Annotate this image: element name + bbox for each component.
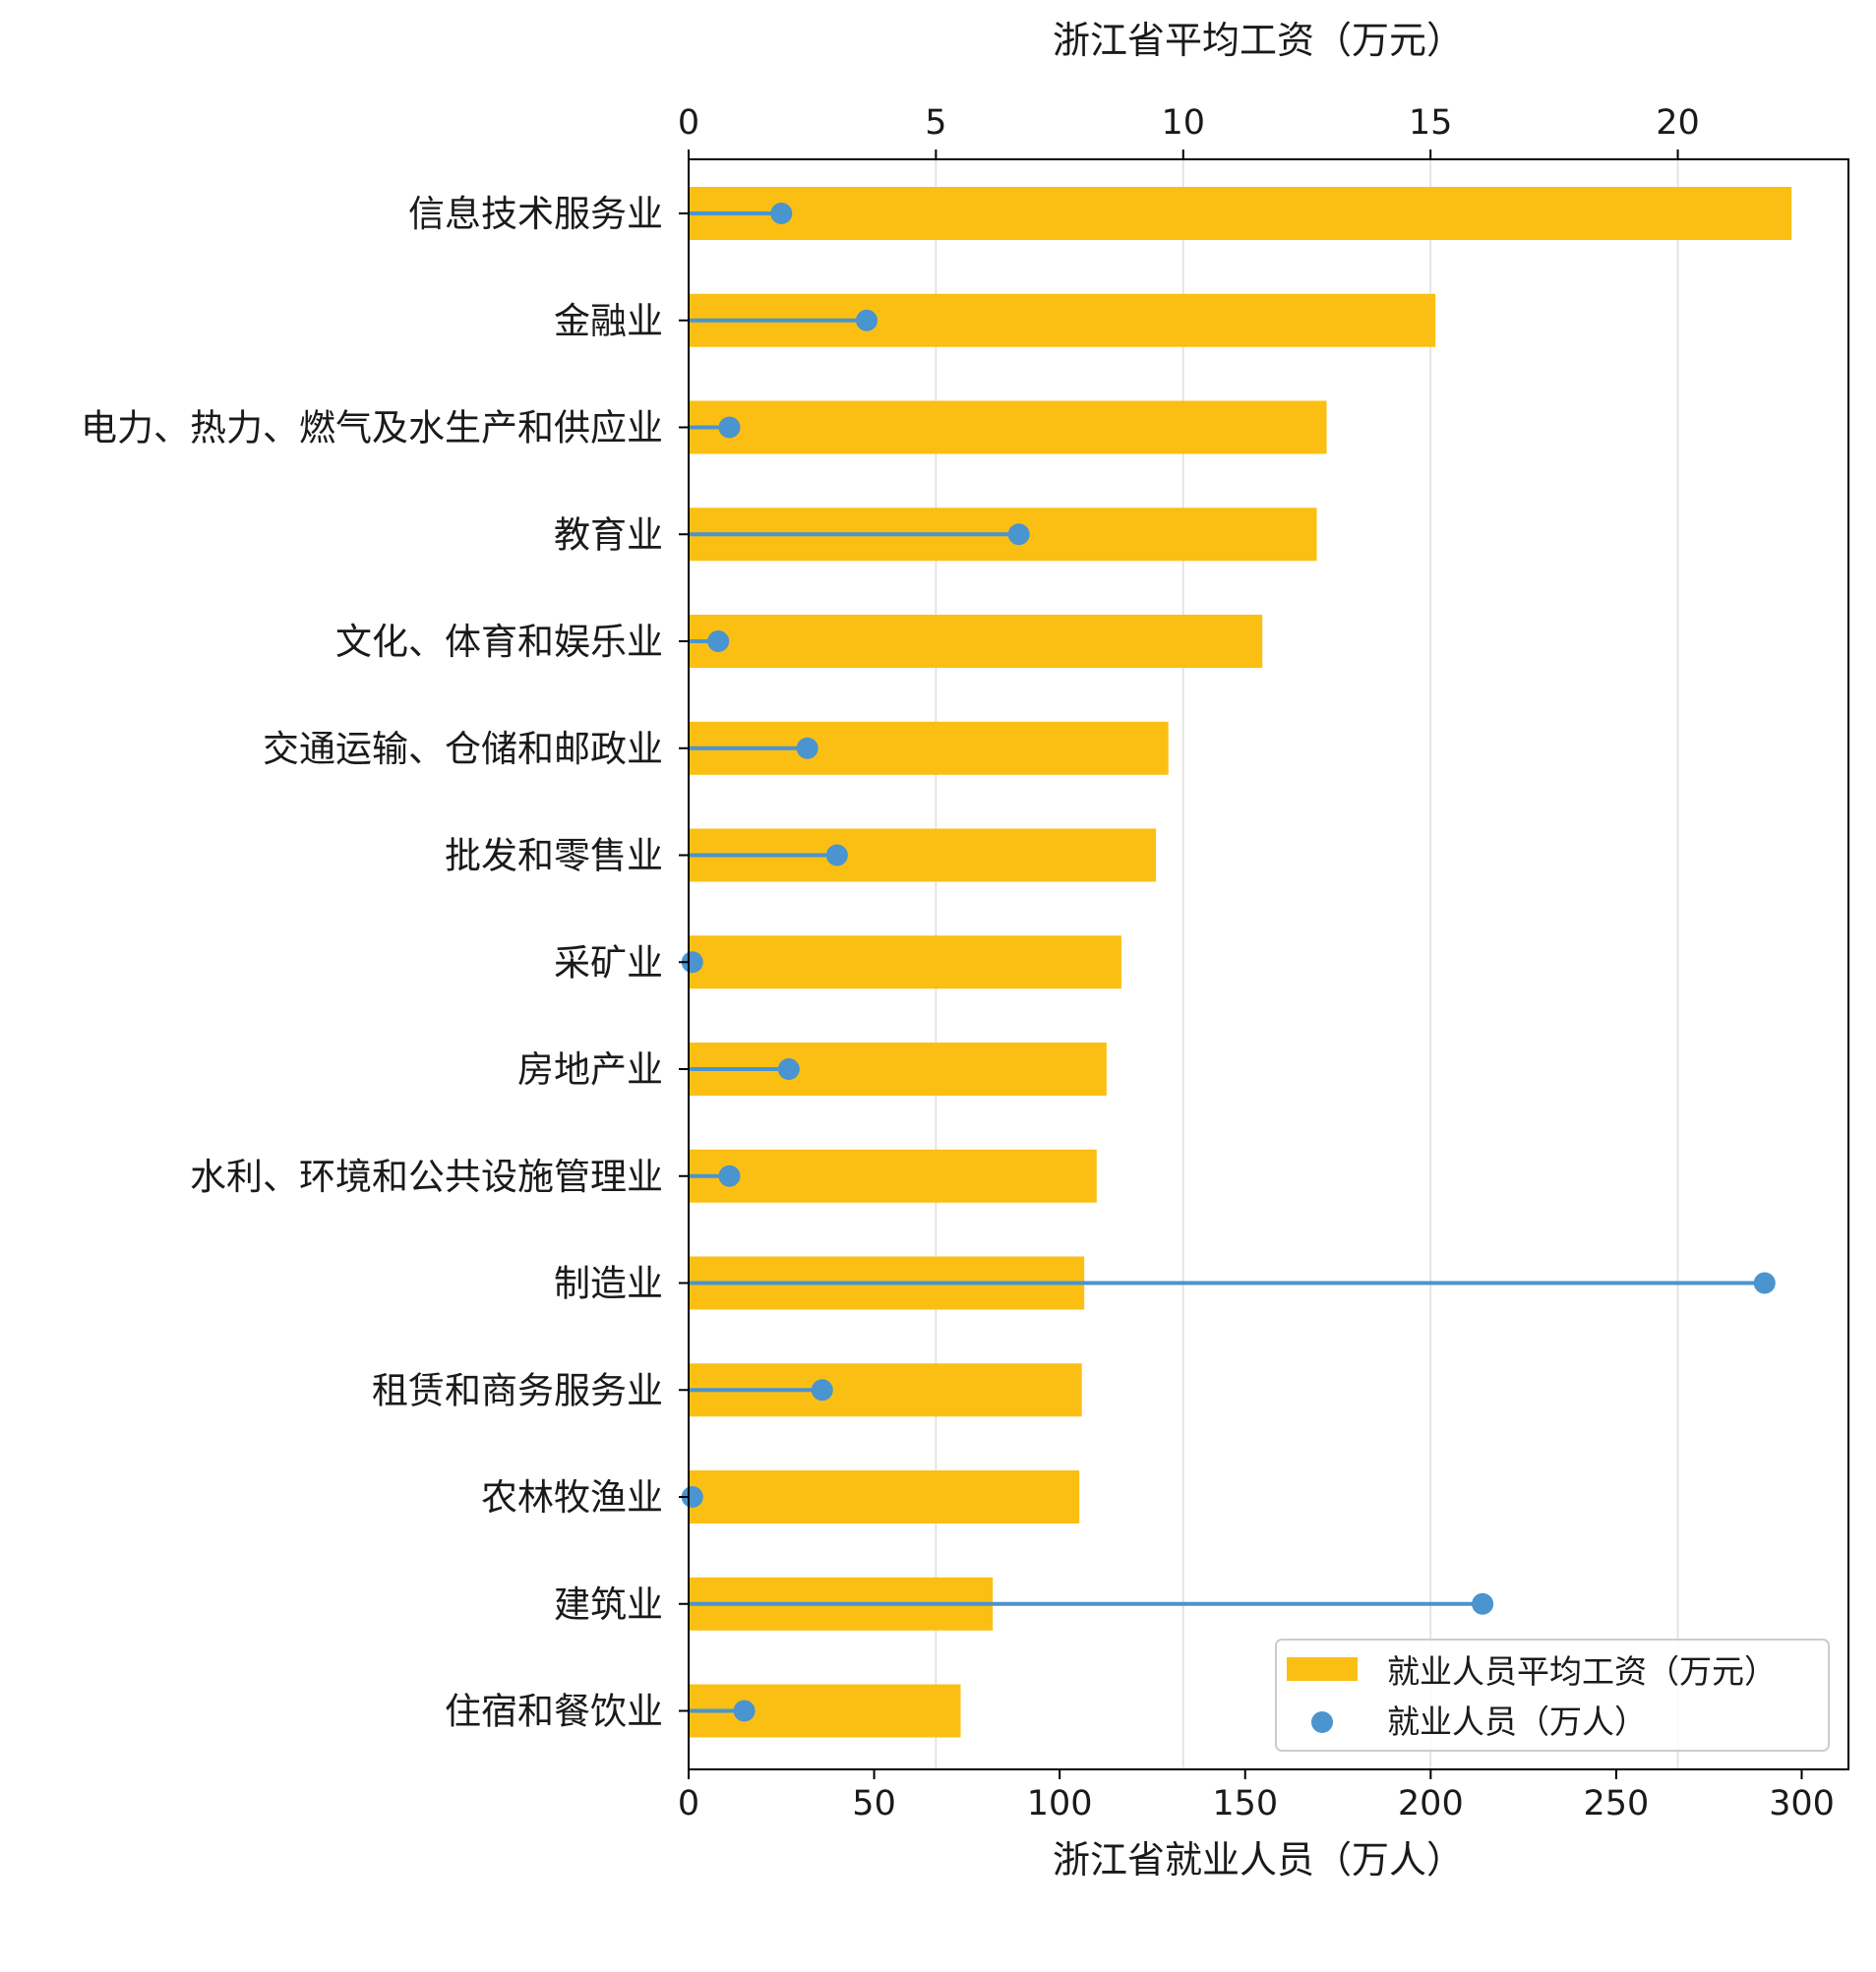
legend-swatch-dot xyxy=(1311,1711,1333,1733)
category-label: 农林牧渔业 xyxy=(481,1476,663,1519)
employment-point xyxy=(681,951,703,974)
salary-bar xyxy=(689,187,1792,240)
employment-point xyxy=(1753,1272,1776,1294)
category-label: 电力、热力、燃气及水生产和供应业 xyxy=(81,407,663,449)
category-label: 建筑业 xyxy=(554,1584,663,1626)
bar-series xyxy=(689,187,1792,1738)
employment-point xyxy=(770,203,793,224)
employment-point xyxy=(777,1058,800,1080)
employment-point xyxy=(681,1486,703,1508)
salary-bar xyxy=(689,400,1327,454)
employment-point xyxy=(718,416,741,439)
salary-bar xyxy=(689,1149,1097,1203)
top-axis-tick-label: 20 xyxy=(1656,103,1700,143)
bottom-axis-tick-label: 250 xyxy=(1583,1784,1649,1823)
plot-frame xyxy=(688,158,1849,1770)
top-axis-tick-label: 15 xyxy=(1409,103,1453,143)
employment-point xyxy=(796,737,818,759)
bottom-axis-tick-label: 150 xyxy=(1212,1784,1278,1823)
category-label: 水利、环境和公共设施管理业 xyxy=(190,1156,663,1198)
bottom-axis-tick-label: 50 xyxy=(852,1784,896,1823)
salary-bar xyxy=(689,935,1121,989)
bottom-axis-tick-label: 300 xyxy=(1769,1784,1835,1823)
category-label: 住宿和餐饮业 xyxy=(445,1691,663,1733)
lollipop-series xyxy=(681,203,1776,1722)
legend-frame xyxy=(1275,1639,1830,1752)
category-label: 文化、体育和娱乐业 xyxy=(335,621,663,663)
employment-point xyxy=(707,630,730,652)
top-axis-tick-label: 0 xyxy=(678,103,699,143)
salary-bar xyxy=(689,1470,1080,1524)
category-label: 金融业 xyxy=(554,300,663,342)
legend-label-dot: 就业人员（万人） xyxy=(1387,1703,1647,1741)
category-label: 采矿业 xyxy=(554,941,663,984)
category-label: 交通运输、仓储和邮政业 xyxy=(263,728,663,770)
top-axis-tick-label: 5 xyxy=(925,103,946,143)
legend: 就业人员平均工资（万元） 就业人员（万人） xyxy=(1275,1639,1830,1752)
salary-bar xyxy=(689,615,1263,668)
category-label: 房地产业 xyxy=(517,1048,663,1091)
category-label: 租赁和商务服务业 xyxy=(372,1369,663,1411)
category-label: 批发和零售业 xyxy=(445,835,663,877)
employment-point xyxy=(718,1165,741,1187)
employment-point xyxy=(1472,1592,1494,1615)
employment-point xyxy=(733,1700,756,1722)
legend-label-bar: 就业人员平均工资（万元） xyxy=(1387,1652,1777,1691)
bottom-axis-tick-label: 0 xyxy=(678,1784,699,1823)
category-label: 教育业 xyxy=(554,513,663,556)
top-axis-tick-label: 10 xyxy=(1161,103,1205,143)
category-label: 制造业 xyxy=(554,1263,663,1305)
employment-point xyxy=(856,309,878,331)
top-axis-title: 浙江省平均工资（万元） xyxy=(1053,19,1464,62)
bottom-axis-tick-label: 200 xyxy=(1398,1784,1464,1823)
axes: 0 5 10 15 200 50 100 150 200 250 300信息技术服务业金融业电力、热… xyxy=(81,103,1835,1823)
legend-swatch-bar xyxy=(1287,1657,1358,1681)
bottom-axis-title: 浙江省就业人员（万人） xyxy=(1053,1838,1464,1882)
employment-point xyxy=(811,1379,833,1402)
employment-point xyxy=(1007,523,1030,546)
category-label: 信息技术服务业 xyxy=(408,193,663,235)
employment-point xyxy=(825,844,848,866)
bottom-axis-tick-label: 100 xyxy=(1027,1784,1093,1823)
